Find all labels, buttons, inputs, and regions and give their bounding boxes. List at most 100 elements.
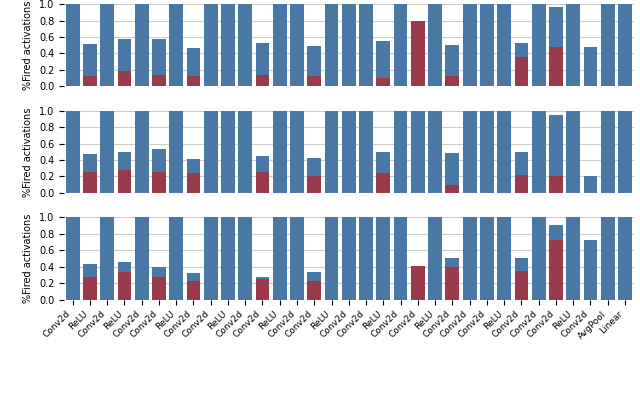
Bar bbox=[463, 111, 477, 193]
Bar bbox=[618, 218, 632, 300]
Bar bbox=[204, 218, 218, 300]
Bar bbox=[238, 4, 252, 86]
Bar bbox=[152, 149, 166, 171]
Bar bbox=[83, 264, 97, 277]
Bar bbox=[584, 240, 597, 300]
Bar bbox=[152, 40, 166, 75]
Bar bbox=[170, 111, 183, 193]
Bar bbox=[549, 7, 563, 47]
Bar bbox=[186, 77, 200, 86]
Bar bbox=[411, 20, 425, 86]
Bar bbox=[170, 4, 183, 86]
Bar bbox=[186, 282, 200, 300]
Bar bbox=[170, 218, 183, 300]
Bar bbox=[135, 218, 148, 300]
Bar bbox=[445, 258, 460, 267]
Bar bbox=[532, 218, 545, 300]
Bar bbox=[152, 277, 166, 300]
Bar bbox=[324, 111, 339, 193]
Bar bbox=[549, 225, 563, 240]
Bar bbox=[66, 218, 79, 300]
Bar bbox=[566, 218, 580, 300]
Bar bbox=[515, 152, 528, 175]
Bar bbox=[532, 4, 545, 86]
Bar bbox=[515, 43, 528, 57]
Bar bbox=[221, 218, 235, 300]
Bar bbox=[342, 218, 356, 300]
Bar bbox=[376, 218, 390, 300]
Bar bbox=[83, 45, 97, 77]
Bar bbox=[118, 170, 131, 193]
Bar bbox=[549, 47, 563, 86]
Bar bbox=[445, 77, 460, 86]
Bar bbox=[411, 111, 425, 193]
Bar bbox=[204, 111, 218, 193]
Bar bbox=[549, 115, 563, 176]
Bar bbox=[135, 4, 148, 86]
Bar bbox=[255, 43, 269, 75]
Bar bbox=[118, 39, 131, 72]
Bar bbox=[204, 4, 218, 86]
Bar bbox=[273, 218, 287, 300]
Bar bbox=[307, 77, 321, 86]
Bar bbox=[584, 176, 597, 193]
Bar bbox=[549, 176, 563, 193]
Bar bbox=[290, 4, 304, 86]
Bar bbox=[428, 218, 442, 300]
Bar bbox=[135, 111, 148, 193]
Bar bbox=[497, 218, 511, 300]
Bar bbox=[480, 111, 494, 193]
Bar bbox=[307, 272, 321, 282]
Bar bbox=[601, 111, 614, 193]
Bar bbox=[515, 57, 528, 86]
Bar bbox=[359, 218, 373, 300]
Bar bbox=[238, 218, 252, 300]
Bar bbox=[221, 111, 235, 193]
Bar bbox=[307, 158, 321, 176]
Bar bbox=[307, 46, 321, 77]
Bar bbox=[463, 4, 477, 86]
Bar bbox=[601, 4, 614, 86]
Bar bbox=[152, 267, 166, 277]
Bar bbox=[411, 266, 425, 300]
Bar bbox=[83, 172, 97, 193]
Bar bbox=[359, 111, 373, 193]
Bar bbox=[618, 4, 632, 86]
Bar bbox=[342, 111, 356, 193]
Bar bbox=[118, 72, 131, 86]
Bar bbox=[376, 152, 390, 173]
Bar bbox=[66, 4, 79, 86]
Bar bbox=[394, 4, 408, 86]
Bar bbox=[532, 111, 545, 193]
Bar bbox=[515, 258, 528, 271]
Bar bbox=[618, 111, 632, 193]
Bar bbox=[118, 152, 131, 170]
Bar bbox=[186, 48, 200, 77]
Bar bbox=[152, 171, 166, 193]
Bar bbox=[186, 273, 200, 282]
Bar bbox=[515, 175, 528, 193]
Bar bbox=[255, 172, 269, 193]
Bar bbox=[255, 75, 269, 86]
Bar bbox=[376, 78, 390, 86]
Y-axis label: %Fired activations: %Fired activations bbox=[23, 107, 33, 196]
Bar bbox=[394, 111, 408, 193]
Bar bbox=[584, 47, 597, 86]
Bar bbox=[601, 218, 614, 300]
Bar bbox=[566, 111, 580, 193]
Bar bbox=[307, 176, 321, 193]
Bar bbox=[100, 218, 114, 300]
Bar bbox=[307, 282, 321, 300]
Bar bbox=[497, 111, 511, 193]
Bar bbox=[255, 156, 269, 172]
Bar bbox=[66, 111, 79, 193]
Bar bbox=[497, 4, 511, 86]
Bar bbox=[463, 218, 477, 300]
Bar bbox=[100, 4, 114, 86]
Bar bbox=[324, 4, 339, 86]
Bar bbox=[152, 75, 166, 86]
Bar bbox=[118, 262, 131, 272]
Bar bbox=[221, 4, 235, 86]
Bar bbox=[549, 240, 563, 300]
Bar bbox=[290, 218, 304, 300]
